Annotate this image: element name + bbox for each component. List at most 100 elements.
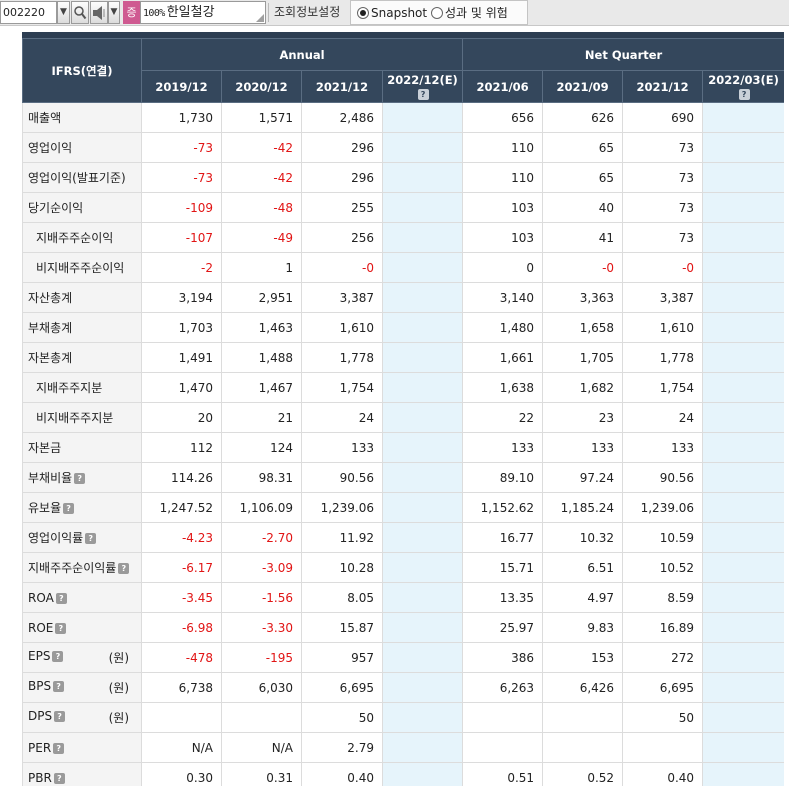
help-icon[interactable]: ? (118, 563, 130, 574)
period-header: 2021/09 (542, 70, 624, 103)
snapshot-radio[interactable] (357, 7, 369, 19)
history-dropdown-button[interactable]: ▼ (108, 1, 120, 24)
performance-radio[interactable] (431, 7, 443, 19)
value-cell: 1,491 (141, 342, 222, 373)
value-cell: 296 (301, 162, 383, 193)
unit-label: (원) (108, 651, 129, 665)
history-button[interactable] (90, 1, 108, 24)
search-button[interactable] (71, 1, 89, 24)
value-cell: -3.45 (141, 582, 222, 613)
right-gutter (784, 26, 789, 786)
estimate-cell (381, 132, 464, 163)
table-body: 매출액 1,730 1,571 2,486 656 626 690 영업이익 -73 -42 296… (22, 102, 786, 786)
value-cell: -1.56 (221, 582, 302, 613)
period-header-row: 2019/12 2020/12 2021/12 2022/12(E)? 2021… (23, 70, 786, 103)
snapshot-radio-label[interactable]: Snapshot (371, 6, 428, 20)
row-label: 지배주주지분 (36, 381, 103, 395)
value-cell: 21 (221, 402, 302, 433)
value-cell: 25.97 (462, 612, 544, 643)
help-icon[interactable]: ? (52, 651, 64, 662)
help-icon[interactable]: ? (85, 533, 97, 544)
value-cell: -6.17 (141, 552, 222, 583)
value-cell: -73 (141, 132, 222, 163)
value-cell: -3.09 (221, 552, 302, 583)
value-cell: 1,703 (141, 312, 222, 343)
row-label-cell: 자산총계 (22, 282, 142, 313)
value-cell: 0 (462, 252, 544, 283)
value-cell: 1,610 (622, 312, 704, 343)
value-cell: -0 (542, 252, 624, 283)
help-icon[interactable]: ? (63, 503, 75, 514)
company-name-field[interactable]: 100% 한일철강 (140, 1, 266, 24)
value-cell: 626 (542, 102, 624, 133)
performance-radio-label[interactable]: 성과 및 위험 (445, 6, 508, 20)
table-row: 자본총계 1,491 1,488 1,778 1,661 1,705 1,778 (22, 342, 786, 373)
help-icon[interactable]: ? (53, 681, 65, 692)
help-icon[interactable]: ? (55, 622, 67, 634)
estimate-cell (381, 402, 464, 433)
period-header: 2021/12 (301, 70, 383, 103)
estimate-cell (702, 132, 786, 163)
estimate-cell (381, 552, 464, 583)
period-label: 2021/06 (476, 79, 529, 94)
row-label-cell: 유보율? (22, 492, 142, 523)
value-cell: N/A (221, 732, 302, 763)
code-dropdown-button[interactable]: ▼ (57, 1, 70, 24)
help-icon[interactable]: ? (738, 88, 750, 100)
value-cell: -49 (221, 222, 302, 253)
value-cell: 40 (542, 192, 624, 223)
value-cell (462, 732, 544, 763)
value-cell: 1,488 (221, 342, 302, 373)
row-label: ROA (28, 590, 54, 605)
period-label: 2021/09 (556, 79, 609, 94)
value-cell: 272 (622, 642, 704, 673)
help-icon[interactable]: ? (53, 742, 65, 754)
row-label: BPS (28, 679, 52, 693)
toolbar-divider (268, 3, 269, 22)
estimate-cell (702, 282, 786, 313)
row-label-cell: 영업이익률? (22, 522, 142, 553)
value-cell: -109 (141, 192, 222, 223)
row-label: EPS (28, 649, 51, 663)
value-cell: 1,239.06 (301, 492, 383, 523)
row-label-cell: 지배주주순이익률? (22, 552, 142, 583)
help-icon[interactable]: ? (417, 88, 429, 100)
corner-header: IFRS(연결) (22, 38, 142, 103)
estimate-cell (381, 492, 464, 523)
settings-label[interactable]: 조회정보설정 (274, 5, 341, 19)
estimate-cell (381, 342, 464, 373)
row-label-cell: PER? (22, 732, 142, 763)
value-cell: -48 (221, 192, 302, 223)
row-label-cell: 자본총계 (22, 342, 142, 373)
value-cell: 73 (622, 222, 704, 253)
value-cell: 6,695 (301, 672, 383, 703)
estimate-cell (381, 642, 464, 673)
value-cell (141, 702, 222, 733)
row-label-cell: EPS? (원) (22, 642, 142, 673)
help-icon[interactable]: ? (53, 772, 65, 784)
value-cell: 50 (301, 702, 383, 733)
estimate-cell (702, 582, 786, 613)
value-cell: 20 (141, 402, 222, 433)
row-label: 영업이익(발표기준) (28, 171, 126, 185)
stock-code-input[interactable]: 002220 (0, 1, 57, 24)
table-row: EPS? (원) -478 -195 957 386 153 272 (22, 642, 786, 673)
table-row: 영업이익(발표기준) -73 -42 296 110 65 73 (22, 162, 786, 193)
value-cell: 1,730 (141, 102, 222, 133)
row-label-cell: PBR? (22, 762, 142, 786)
period-label: 2020/12 (235, 79, 288, 94)
help-icon[interactable]: ? (54, 711, 66, 722)
help-icon[interactable]: ? (74, 473, 86, 484)
value-cell: 133 (301, 432, 383, 463)
estimate-cell (381, 192, 464, 223)
value-cell: 1,106.09 (221, 492, 302, 523)
row-label: DPS (28, 709, 53, 723)
value-cell: 10.59 (622, 522, 704, 553)
row-label: 지배주주순이익 (36, 231, 114, 245)
value-cell: -2.70 (221, 522, 302, 553)
estimate-cell (702, 192, 786, 223)
table-row: BPS? (원) 6,738 6,030 6,695 6,263 6,426 6,695 (22, 672, 786, 703)
help-icon[interactable]: ? (55, 592, 67, 604)
row-label-cell: 매출액 (22, 102, 142, 133)
value-cell (221, 702, 302, 733)
